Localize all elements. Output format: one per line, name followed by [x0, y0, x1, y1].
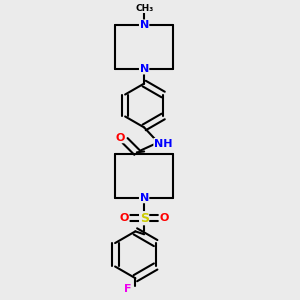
Text: O: O — [115, 133, 124, 143]
Text: S: S — [140, 212, 148, 225]
Text: N: N — [140, 64, 149, 74]
Text: O: O — [159, 213, 169, 223]
Text: N: N — [140, 20, 149, 30]
Text: F: F — [124, 284, 132, 294]
Text: CH₃: CH₃ — [135, 4, 153, 13]
Text: O: O — [120, 213, 129, 223]
Text: N: N — [140, 193, 149, 203]
Text: NH: NH — [154, 139, 172, 148]
